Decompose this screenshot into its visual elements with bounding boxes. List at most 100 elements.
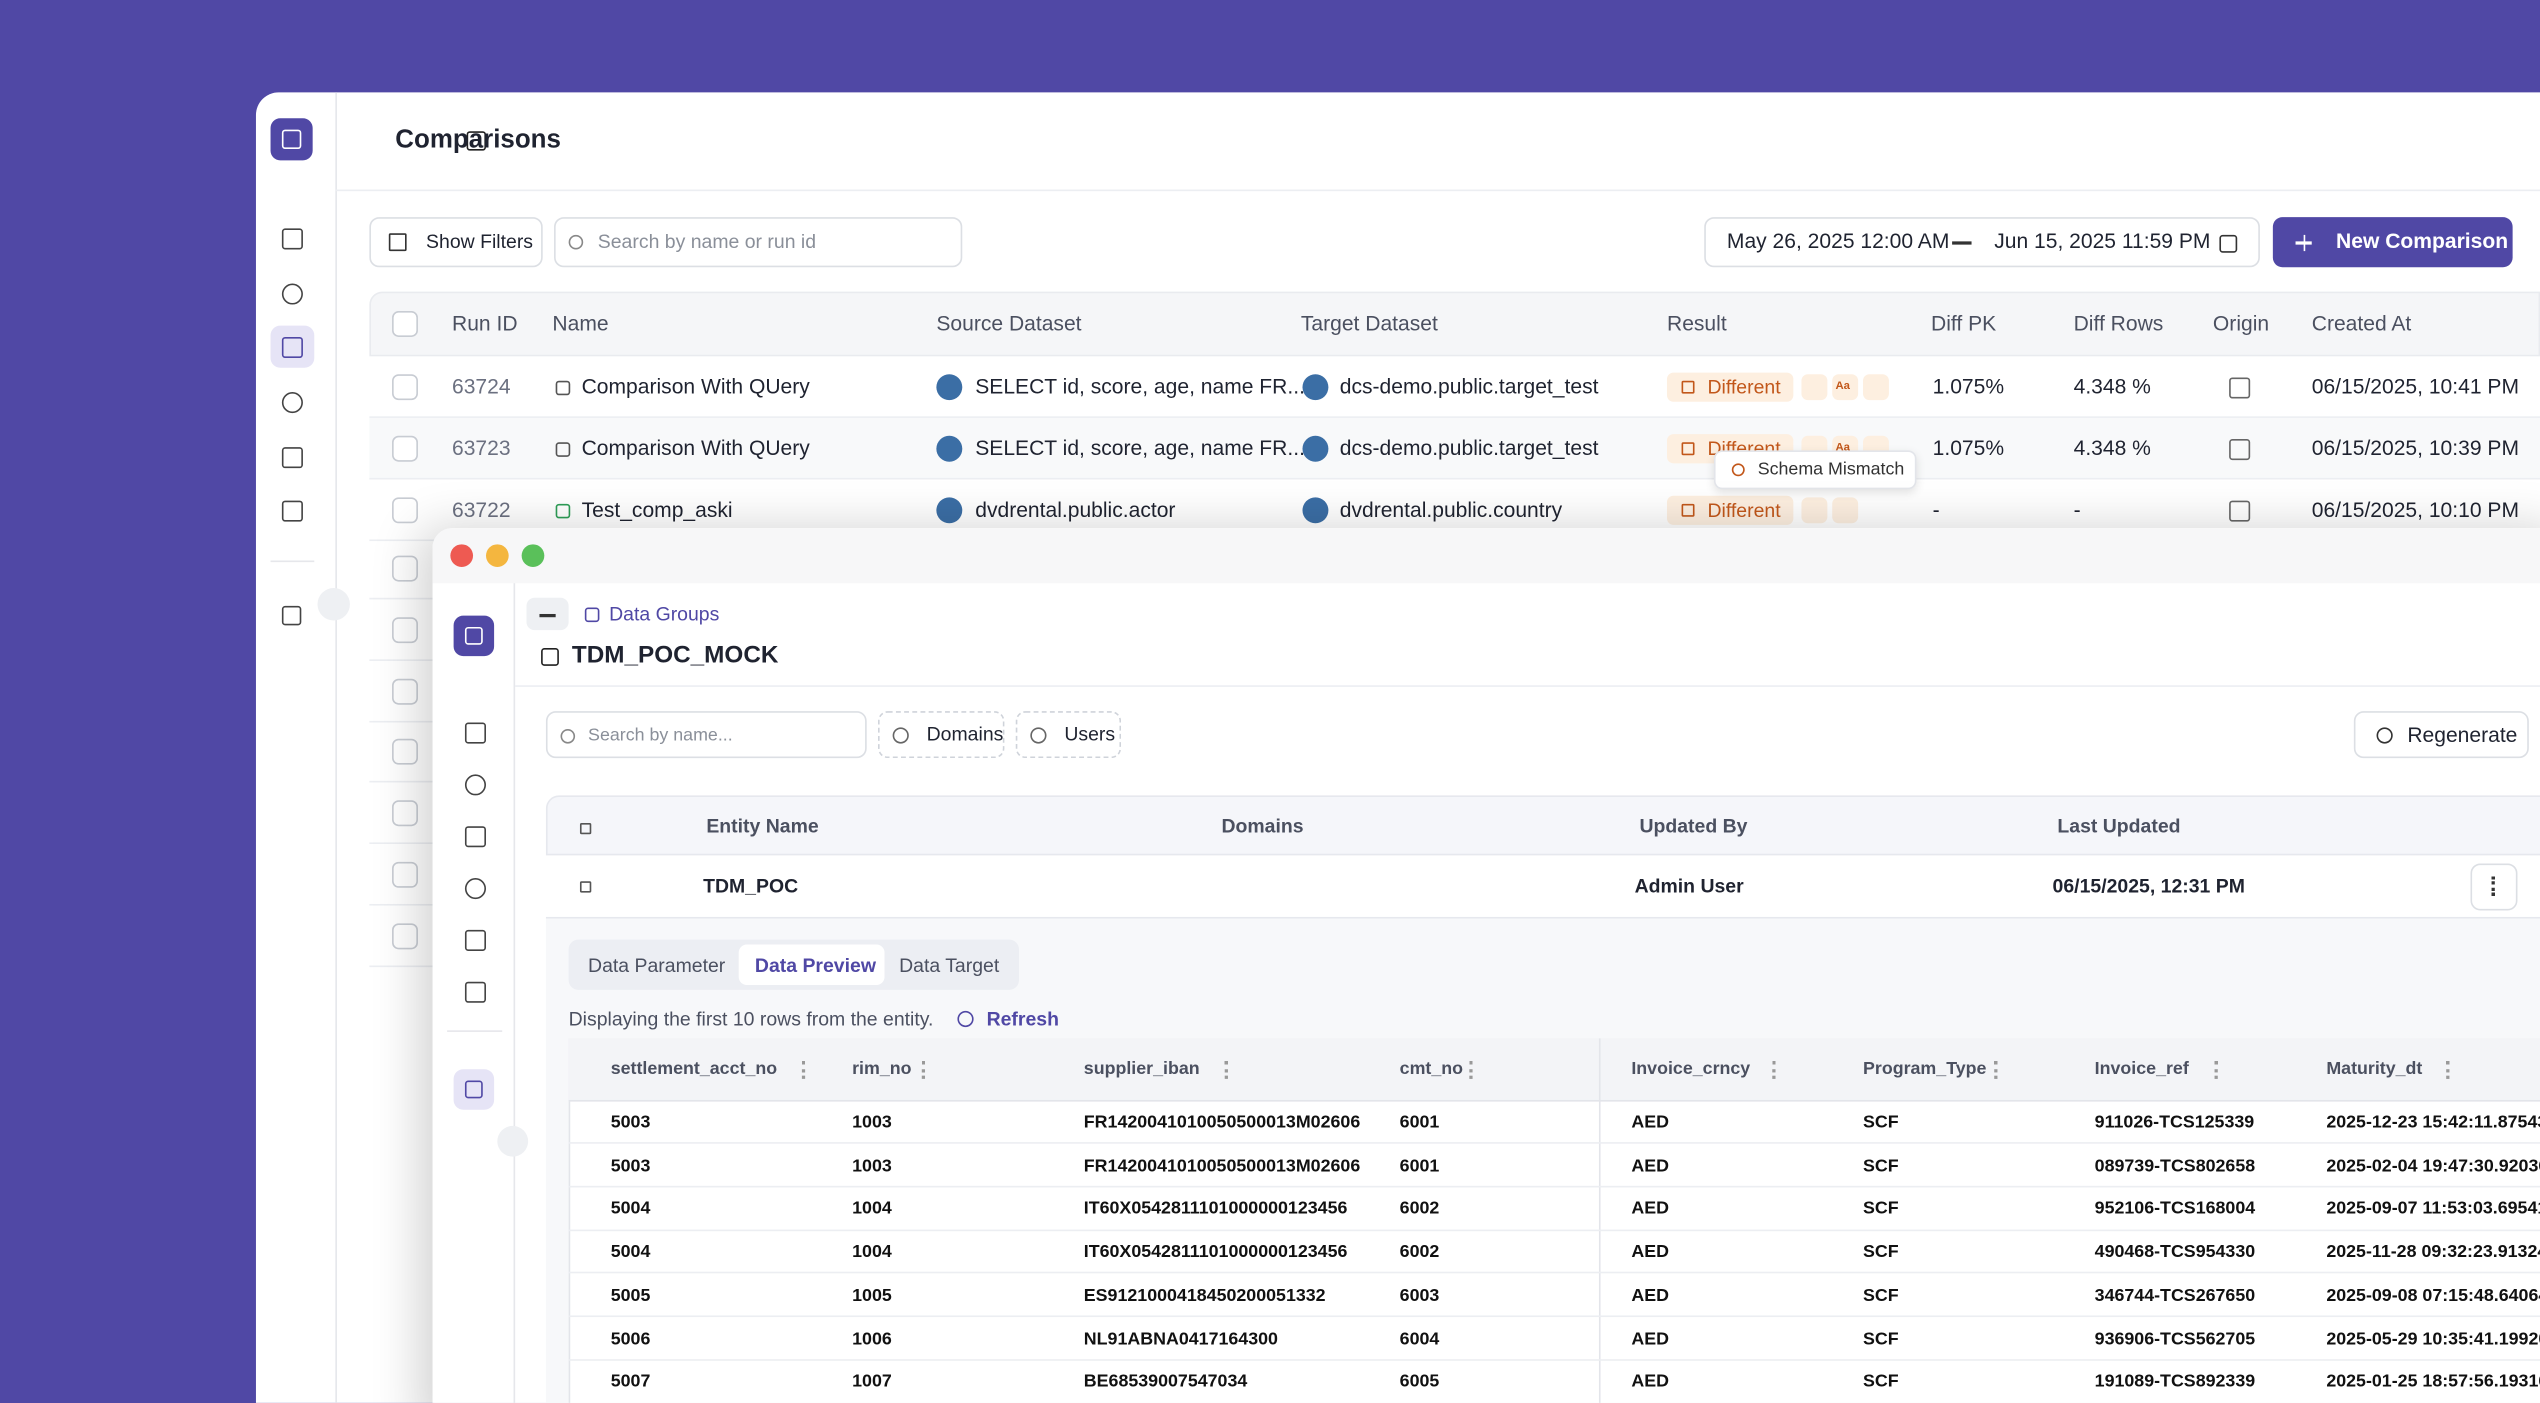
table-row <box>369 844 451 906</box>
tab-active[interactable] <box>738 944 885 985</box>
entity-name: TDM_POC <box>703 874 799 898</box>
result-badge <box>1666 495 1794 525</box>
checkbox[interactable] <box>392 311 418 337</box>
grid-cell: 490468-TCS954330 <box>2094 1242 2256 1263</box>
grid-cell: 2025-09-07 11:53:03.69541 <box>2326 1199 2540 1219</box>
checkbox[interactable] <box>392 374 418 401</box>
tab[interactable]: Data Parameter <box>588 954 726 977</box>
table-row <box>369 660 451 722</box>
show-filters-button[interactable] <box>369 217 543 268</box>
page-title: Comparisons <box>395 126 561 154</box>
checkbox[interactable] <box>392 435 418 462</box>
row-menu[interactable] <box>2470 863 2518 911</box>
divider <box>335 189 2540 192</box>
grid-cell: 5006 <box>610 1329 651 1349</box>
icon <box>464 825 486 847</box>
checkbox[interactable] <box>392 616 418 643</box>
grid-header-cell: rim_no <box>852 1059 912 1079</box>
column-header: Name <box>552 311 609 336</box>
checkbox[interactable] <box>392 861 418 888</box>
grid-cell: SCF <box>1863 1372 1899 1392</box>
grid-header-cell: cmt_no <box>1399 1059 1464 1079</box>
grid-cell: SCF <box>1863 1285 1899 1306</box>
arrow <box>539 613 556 617</box>
grid-row <box>568 1144 2540 1188</box>
updated-by: Admin User <box>1634 874 1744 898</box>
date-range[interactable] <box>1704 217 2260 268</box>
icon <box>464 980 486 1002</box>
breadcrumb[interactable]: Data Groups <box>609 602 720 626</box>
icon <box>281 282 303 304</box>
target-dataset: dcs-demo.public.target_test <box>1339 374 1599 399</box>
regenerate-button[interactable] <box>2353 711 2529 759</box>
checkbox[interactable] <box>392 555 418 582</box>
grid-header-cell: Program_Type <box>1863 1059 1987 1079</box>
icon <box>464 626 483 645</box>
grid-cell: 5003 <box>610 1112 651 1133</box>
grid-cell: 5005 <box>610 1285 651 1306</box>
window-control[interactable] <box>450 544 474 567</box>
grid-cell: SCF <box>1863 1242 1899 1263</box>
plus-v <box>2302 234 2306 251</box>
grid-cell: FR1420041010050500013M02606 <box>1083 1156 1361 1176</box>
grid-cell: 936906-TCS562705 <box>2094 1329 2256 1349</box>
logo <box>453 615 495 657</box>
checkbox[interactable] <box>392 923 418 949</box>
note: Displaying the first 10 rows from the en… <box>568 1007 934 1031</box>
grid-header-cell: Invoice_ref <box>2094 1059 2189 1079</box>
grid-cell: 6001 <box>1399 1112 1440 1133</box>
icon <box>281 129 302 150</box>
db-icon <box>1302 497 1329 524</box>
grid-cell: 2025-12-23 15:42:11.87543 <box>2326 1112 2540 1133</box>
search-input[interactable] <box>545 711 867 759</box>
checkbox[interactable] <box>392 678 418 705</box>
icon <box>1030 727 1047 744</box>
grid-cell: IT60X0542811101000000123456 <box>1083 1242 1348 1263</box>
sidebar <box>256 92 337 1403</box>
checkbox[interactable] <box>392 800 418 827</box>
tab[interactable]: Data Preview <box>754 954 876 977</box>
window-control[interactable] <box>486 544 509 567</box>
domains-button[interactable] <box>878 711 1005 759</box>
grid-cell: SCF <box>1863 1329 1899 1349</box>
expand-button[interactable] <box>497 1125 529 1157</box>
icon <box>281 499 303 521</box>
checkbox[interactable] <box>392 497 418 524</box>
grid-cell: SCF <box>1863 1156 1899 1176</box>
db-icon <box>936 435 963 462</box>
grid-cell: 1007 <box>852 1372 892 1392</box>
icon <box>1731 463 1745 477</box>
db-icon <box>1302 374 1329 401</box>
new-comparison-button[interactable] <box>2272 217 2513 268</box>
grid-cell: AED <box>1631 1285 1669 1306</box>
icon <box>1681 442 1695 456</box>
users-label: Users <box>1064 722 1116 746</box>
tab[interactable]: Data Target <box>899 954 1000 977</box>
column-header: Created At <box>2311 311 2412 336</box>
refresh[interactable]: Refresh <box>986 1007 1059 1031</box>
grid-cell: ES9121000418450200051332 <box>1083 1285 1326 1306</box>
icon <box>554 379 570 395</box>
grid-cell: 1004 <box>852 1242 892 1263</box>
grid-cell: AED <box>1631 1156 1669 1176</box>
search-input[interactable] <box>554 217 963 268</box>
checkbox[interactable] <box>392 739 418 766</box>
expand-button[interactable] <box>317 588 350 621</box>
grid-cell: SCF <box>1863 1199 1899 1219</box>
search-placeholder: Search by name or run id <box>597 230 817 253</box>
grid-header-cell: Invoice_crncy <box>1631 1059 1751 1079</box>
users-button[interactable] <box>1015 711 1122 759</box>
icon <box>281 227 303 249</box>
column-header: Last Updated <box>2057 814 2181 838</box>
icon <box>464 1080 483 1099</box>
icon <box>2218 234 2237 252</box>
last-updated: 06/15/2025, 12:31 PM <box>2052 874 2245 898</box>
name: Comparison With QUery <box>581 374 810 399</box>
grid-cell: 1006 <box>852 1329 892 1349</box>
table-header <box>369 291 2540 357</box>
grid-cell: 6002 <box>1399 1242 1440 1263</box>
result: Different <box>1707 375 1781 399</box>
grid-cell: 2025-09-08 07:15:48.64064 <box>2326 1285 2540 1306</box>
grid-header <box>568 1038 2540 1102</box>
window-control[interactable] <box>521 544 545 567</box>
